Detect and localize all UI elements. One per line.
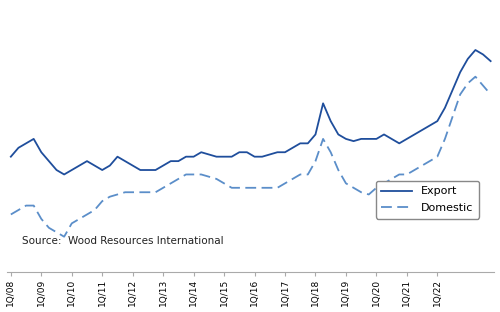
Text: Source:  Wood Resources International: Source: Wood Resources International	[22, 236, 224, 246]
Domestic	[328, 150, 334, 154]
Domestic	[76, 217, 82, 221]
Domestic	[472, 75, 478, 79]
Domestic	[320, 137, 326, 141]
Domestic	[252, 186, 258, 190]
Export	[320, 101, 326, 105]
Domestic	[488, 93, 494, 96]
Domestic	[214, 177, 220, 181]
Line: Export: Export	[11, 50, 490, 174]
Export	[8, 155, 14, 158]
Export	[472, 48, 478, 52]
Domestic	[61, 235, 67, 239]
Export	[328, 119, 334, 123]
Export	[76, 164, 82, 168]
Export	[282, 150, 288, 154]
Line: Domestic: Domestic	[11, 77, 490, 237]
Export	[252, 155, 258, 158]
Domestic	[282, 182, 288, 185]
Export	[214, 155, 220, 158]
Legend: Export, Domestic: Export, Domestic	[376, 181, 479, 219]
Export	[488, 59, 494, 63]
Domestic	[8, 212, 14, 216]
Export	[61, 173, 67, 176]
